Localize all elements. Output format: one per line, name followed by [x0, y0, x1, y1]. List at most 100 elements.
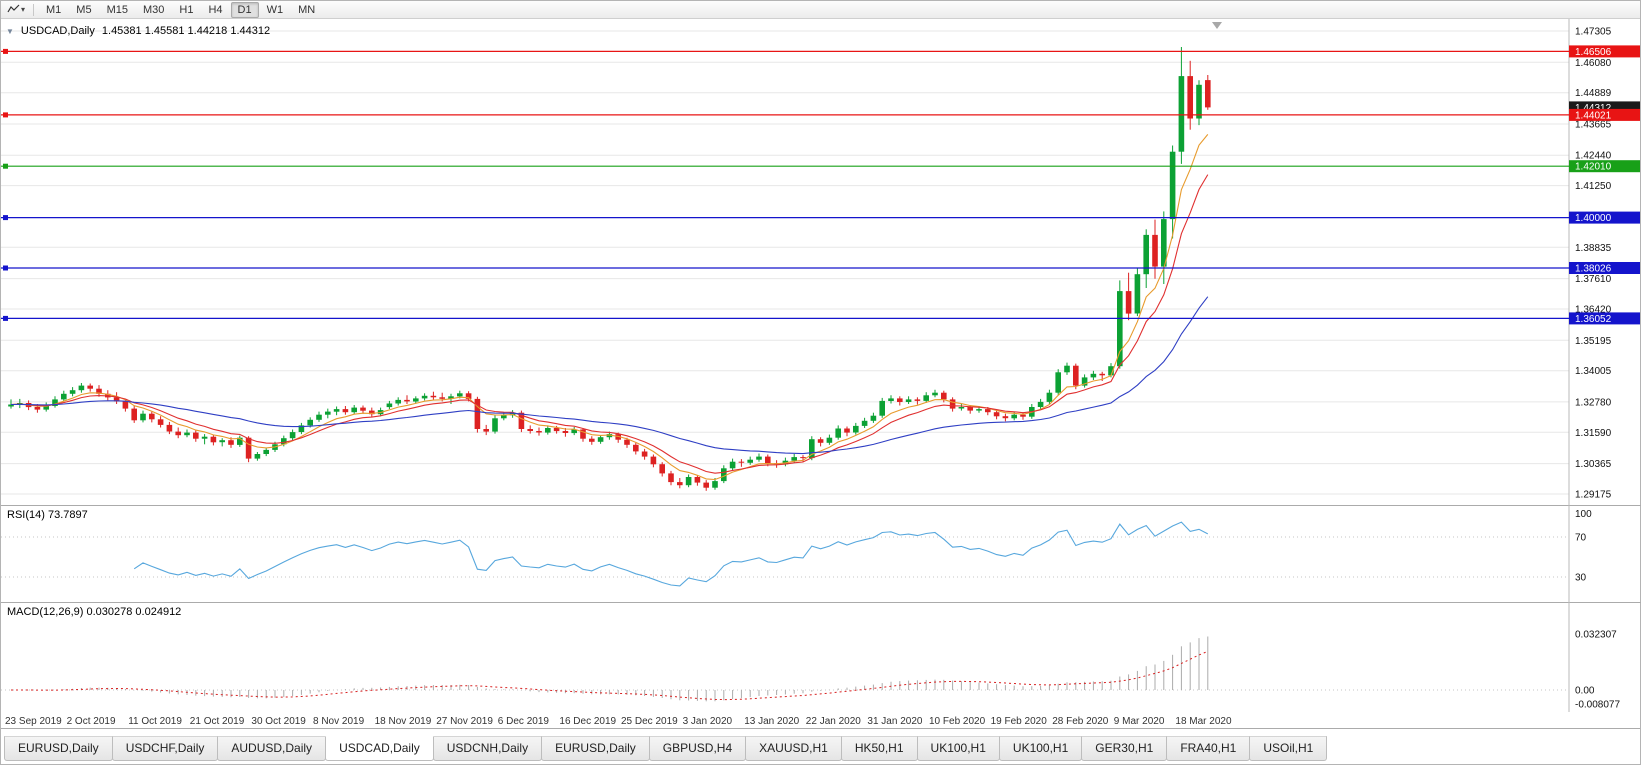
candle — [501, 415, 507, 419]
chart-tab[interactable]: XAUUSD,H1 — [745, 736, 842, 761]
rsi-line — [133, 521, 1209, 587]
line-chart-icon — [7, 4, 20, 13]
toolbar-separator — [33, 3, 35, 16]
candle — [949, 399, 956, 409]
candle — [747, 459, 753, 463]
date-label: 23 Sep 2019 — [5, 716, 62, 727]
candle — [580, 429, 586, 439]
macd-panel: MACD(12,26,9) 0.030278 0.024912 0.032307… — [1, 602, 1641, 712]
candle — [149, 413, 155, 420]
candle — [870, 415, 877, 421]
candle — [228, 440, 234, 445]
price-axis-tick: 1.43665 — [1575, 120, 1612, 131]
timeframe-button-d1[interactable]: D1 — [230, 1, 259, 18]
level-anchor[interactable] — [3, 265, 8, 271]
candle — [721, 468, 727, 482]
chart-type-dropdown[interactable]: ▾ — [4, 4, 28, 15]
candle — [553, 428, 560, 432]
chart-tab[interactable]: USDCNH,Daily — [432, 736, 543, 761]
candle — [448, 396, 454, 399]
chart-tab[interactable]: HK50,H1 — [840, 736, 918, 761]
date-label: 2 Oct 2019 — [67, 716, 116, 727]
candle — [1134, 274, 1141, 314]
rsi-label: RSI(14) 73.7897 — [7, 509, 88, 521]
candle — [1090, 373, 1097, 378]
candle — [245, 437, 252, 459]
candles — [8, 47, 1211, 491]
candle — [1073, 365, 1079, 386]
candle — [835, 428, 841, 438]
candle — [1020, 414, 1026, 417]
candle — [69, 390, 76, 394]
level-price-badge — [1569, 160, 1640, 173]
chart-tab[interactable]: USOil,H1 — [1249, 736, 1328, 761]
candle — [677, 482, 683, 486]
candle — [844, 428, 850, 433]
candle — [826, 437, 833, 443]
candle — [668, 473, 674, 483]
price-axis-tick: 1.46080 — [1575, 58, 1612, 69]
date-label: 27 Nov 2019 — [436, 716, 493, 727]
candle — [157, 419, 164, 425]
level-price-badge — [1569, 211, 1640, 224]
level-anchor[interactable] — [3, 112, 8, 118]
candlestick-chart[interactable]: 1.47305 1.46080 1.44889 1.43665 1.42440 1.412… — [1, 19, 1641, 505]
candle — [413, 398, 419, 402]
macd-values: 0.030278 0.024912 — [86, 606, 182, 618]
chart-tab[interactable]: EURUSD,Daily — [541, 736, 650, 761]
candle — [729, 461, 736, 469]
timeframe-button-mn[interactable]: MN — [291, 2, 322, 18]
timeframe-button-m1[interactable]: M1 — [39, 2, 68, 18]
chart-tab[interactable]: GBPUSD,H4 — [648, 736, 747, 761]
candle — [369, 410, 375, 415]
candle — [624, 439, 630, 445]
chart-tab[interactable]: AUDUSD,Daily — [217, 736, 327, 761]
one-click-trading-arrow-icon[interactable]: ▼ — [6, 26, 14, 36]
candle — [1046, 392, 1053, 402]
candle — [1011, 414, 1017, 419]
level-anchor[interactable] — [3, 215, 8, 221]
ma-line-slow[interactable] — [10, 296, 1209, 455]
chart-tab[interactable]: UK100,H1 — [916, 736, 1000, 761]
timeframe-button-h4[interactable]: H4 — [201, 2, 229, 18]
price-axis-tick: 1.42440 — [1575, 151, 1612, 162]
timeframe-button-m30[interactable]: M30 — [136, 2, 171, 18]
candle — [941, 392, 947, 400]
date-label: 9 Mar 2020 — [1114, 716, 1165, 727]
chart-tab[interactable]: USDCHF,Daily — [111, 736, 219, 761]
candle — [1055, 372, 1061, 393]
candle — [386, 403, 393, 408]
macd-indicator-chart[interactable]: 0.032307 0.00 -0.008077 — [1, 602, 1641, 712]
date-label: 18 Mar 2020 — [1175, 716, 1232, 727]
price-axis-tick: 1.44889 — [1575, 88, 1612, 99]
chart-tab[interactable]: USDCAD,Daily — [325, 736, 434, 761]
candle — [545, 428, 551, 433]
level-price-label: 1.38026 — [1575, 264, 1612, 275]
chart-shift-marker[interactable] — [1212, 22, 1222, 29]
candle — [175, 431, 181, 436]
timeframe-button-w1[interactable]: W1 — [260, 2, 291, 18]
candle — [1081, 377, 1088, 386]
chart-tab[interactable]: GER30,H1 — [1081, 736, 1168, 761]
timeframe-button-m5[interactable]: M5 — [69, 2, 98, 18]
level-anchor[interactable] — [3, 163, 8, 169]
candle — [404, 399, 410, 402]
level-anchor[interactable] — [3, 315, 8, 321]
chart-tab[interactable]: EURUSD,Daily — [4, 736, 113, 761]
timeframe-button-h1[interactable]: H1 — [172, 2, 200, 18]
candle — [712, 481, 718, 488]
candle — [87, 385, 93, 389]
candle — [1178, 76, 1185, 152]
date-axis[interactable]: 23 Sep 2019 2 Oct 2019 11 Oct 2019 21 Oct 2… — [1, 712, 1641, 728]
ma-line-medium[interactable] — [10, 174, 1209, 474]
candle — [210, 436, 217, 443]
timeframe-button-m15[interactable]: M15 — [100, 2, 135, 18]
rsi-indicator-chart[interactable]: 100 70 30 — [1, 505, 1641, 602]
chart-tab[interactable]: UK100,H1 — [998, 736, 1083, 761]
candle — [738, 461, 745, 463]
chart-tab[interactable]: FRA40,H1 — [1166, 736, 1251, 761]
candle — [237, 437, 243, 445]
level-anchor[interactable] — [3, 48, 8, 54]
ma-line-fast[interactable] — [10, 134, 1209, 481]
candle — [993, 412, 1000, 417]
